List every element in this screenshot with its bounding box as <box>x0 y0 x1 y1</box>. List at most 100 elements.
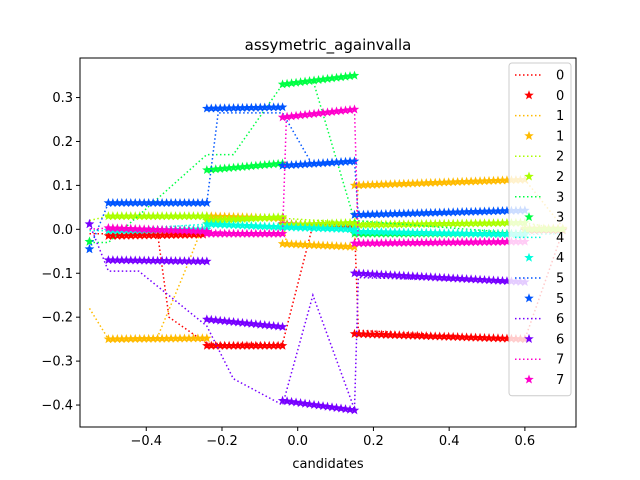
data-point <box>493 175 503 185</box>
data-point <box>318 401 328 411</box>
data-point <box>139 230 150 240</box>
data-point <box>461 274 472 284</box>
data-point <box>291 110 301 120</box>
data-point <box>304 109 315 119</box>
data-point <box>322 107 333 117</box>
data-point <box>268 320 279 331</box>
data-point <box>188 333 199 343</box>
x-tick-label: −0.4 <box>130 434 162 449</box>
data-point <box>448 177 458 187</box>
data-point <box>443 177 454 187</box>
data-point <box>479 228 490 238</box>
data-point <box>139 211 149 221</box>
data-point <box>193 197 203 208</box>
data-point <box>475 274 485 284</box>
data-point <box>443 228 454 238</box>
data-point <box>452 228 463 238</box>
data-point <box>502 217 512 228</box>
data-point <box>224 214 234 224</box>
data-point <box>268 159 279 169</box>
data-point <box>259 228 270 238</box>
legend-marker-swatch <box>524 374 534 384</box>
data-point <box>439 218 449 228</box>
data-point <box>157 211 167 221</box>
data-point <box>184 197 194 208</box>
data-point <box>197 211 208 221</box>
data-point <box>349 70 360 80</box>
data-point <box>331 241 342 251</box>
legend-marker-swatch <box>524 212 534 222</box>
data-point <box>488 175 499 185</box>
data-point <box>282 78 292 88</box>
data-point <box>430 207 440 217</box>
data-point <box>493 333 503 343</box>
data-point <box>206 164 217 174</box>
data-point <box>197 197 208 208</box>
data-point <box>461 228 472 238</box>
data-point <box>112 255 123 265</box>
data-point <box>202 165 212 175</box>
data-point <box>367 219 378 229</box>
data-point <box>242 161 252 171</box>
data-point <box>126 197 136 208</box>
data-point <box>340 105 351 115</box>
data-point <box>394 208 405 218</box>
data-point <box>322 218 333 228</box>
data-point <box>143 255 154 265</box>
data-point <box>484 218 494 228</box>
data-point <box>466 218 476 228</box>
data-point <box>210 340 221 350</box>
data-point <box>309 158 319 168</box>
data-point <box>268 340 279 350</box>
data-point <box>291 397 301 407</box>
data-point <box>367 226 378 236</box>
data-point <box>134 211 145 221</box>
data-point <box>367 269 378 279</box>
data-point <box>202 197 212 208</box>
data-point <box>340 156 351 166</box>
data-point <box>224 228 234 238</box>
data-point <box>152 333 163 343</box>
legend-label: 7 <box>556 353 564 368</box>
data-point <box>349 226 360 236</box>
data-point <box>259 221 270 231</box>
data-point <box>277 321 288 331</box>
data-point <box>390 208 400 218</box>
data-point <box>434 331 445 341</box>
data-point <box>331 223 342 233</box>
data-point <box>304 399 315 409</box>
data-point <box>466 206 476 216</box>
legend-label: 2 <box>556 150 564 165</box>
data-point <box>443 273 454 283</box>
data-point <box>126 333 136 343</box>
legend-label: 5 <box>556 292 564 307</box>
legend-label: 1 <box>556 129 564 144</box>
legend-label: 6 <box>556 312 564 327</box>
data-point <box>286 222 297 232</box>
data-point <box>470 218 481 228</box>
data-point <box>251 221 261 231</box>
data-point <box>354 219 364 229</box>
data-point <box>425 227 436 237</box>
data-point <box>180 229 190 239</box>
data-point <box>171 229 181 240</box>
data-point <box>322 401 333 411</box>
data-point <box>117 334 127 344</box>
data-point <box>430 272 440 282</box>
data-point <box>439 237 449 247</box>
data-point <box>286 160 297 170</box>
data-point <box>399 270 409 280</box>
data-point <box>376 329 387 339</box>
data-point <box>148 211 158 221</box>
data-point <box>354 226 364 236</box>
data-point <box>372 329 382 339</box>
x-axis-label: candidates <box>292 457 364 472</box>
data-point <box>425 331 436 341</box>
data-point <box>322 223 333 233</box>
legend-entry-0-line: 0 <box>515 69 564 84</box>
data-point <box>327 218 337 228</box>
data-point <box>219 214 230 224</box>
data-point <box>103 334 114 344</box>
y-tick-label: −0.1 <box>41 267 73 282</box>
data-point <box>372 209 382 219</box>
